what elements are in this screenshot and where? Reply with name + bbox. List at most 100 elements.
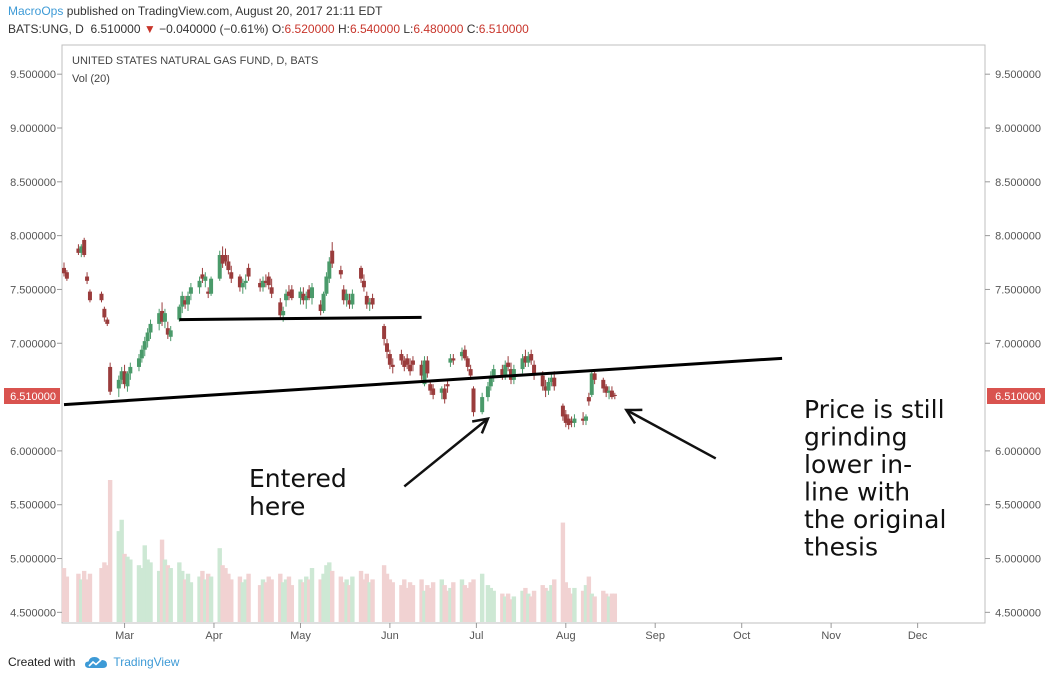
candle-body xyxy=(370,298,375,305)
volume-bar xyxy=(162,559,168,622)
candle-body xyxy=(462,349,467,359)
volume-bar xyxy=(266,576,271,622)
candle-body xyxy=(162,313,167,322)
volume-bar xyxy=(572,587,577,622)
candle-body xyxy=(549,377,554,383)
trendlines xyxy=(63,315,783,407)
y-tick-label-left: 7.500000 xyxy=(10,284,56,296)
candle-body xyxy=(209,278,214,294)
volume-bar xyxy=(589,593,594,622)
candle-body xyxy=(87,291,92,301)
candle-body xyxy=(318,304,323,311)
volume-bar xyxy=(361,579,367,622)
volume-bar xyxy=(381,565,387,622)
y-tick-label-left: 9.500000 xyxy=(10,69,56,81)
volume-bar xyxy=(321,573,326,622)
author-name[interactable]: MacroOps xyxy=(8,4,64,18)
candle-body xyxy=(399,354,404,361)
annotation-line: Price is still xyxy=(804,395,945,424)
volume-bar xyxy=(243,579,248,622)
annotation-line: line with xyxy=(804,478,910,507)
candle-body xyxy=(491,369,496,376)
volume-bar xyxy=(165,565,171,622)
arrow-shaft xyxy=(625,408,717,460)
volume-bar xyxy=(87,573,93,622)
volume-bar xyxy=(301,582,306,622)
volume-bar xyxy=(76,573,81,622)
volume-bar xyxy=(407,582,413,622)
candle-body xyxy=(310,287,315,299)
footer: Created with TradingView xyxy=(8,655,179,669)
candle-body xyxy=(523,356,528,363)
y-axis-right: 9.500000 9.000000 8.500000 8.000000 7.500000… xyxy=(985,69,1045,619)
candle-body xyxy=(532,364,537,376)
arrow-head xyxy=(624,408,643,425)
candle-body xyxy=(142,341,147,350)
volume-bar xyxy=(304,576,309,622)
high-value: 6.540000 xyxy=(349,22,401,36)
high-label: H: xyxy=(337,22,350,36)
annotation-line: Entered xyxy=(249,464,347,493)
candle-body xyxy=(480,397,485,413)
candle-body xyxy=(384,343,389,352)
trendline xyxy=(63,356,783,407)
candle-body xyxy=(108,366,113,392)
entered-annotation: Entered here xyxy=(249,464,347,521)
volume-bar xyxy=(528,596,534,622)
y-tick-label-left: 9.000000 xyxy=(10,123,56,135)
volume-bar xyxy=(298,579,303,622)
candle-body xyxy=(85,276,90,281)
volume-bar xyxy=(520,590,525,622)
volume-bar xyxy=(136,565,142,622)
candle-body xyxy=(105,319,110,324)
candle-body xyxy=(506,362,511,367)
volume-bar xyxy=(606,596,612,622)
volume-bar xyxy=(226,573,231,622)
volume-bar xyxy=(203,579,208,622)
candle-body xyxy=(382,326,387,339)
y-tick-label-right: 9.000000 xyxy=(995,123,1041,135)
volume-bar xyxy=(364,573,370,622)
candle-body xyxy=(566,418,571,426)
volume-bar xyxy=(142,545,147,622)
volume-bars xyxy=(61,480,618,622)
y-tick-label-right: 4.500000 xyxy=(995,607,1041,619)
volume-bar xyxy=(156,570,162,622)
volume-bar xyxy=(526,593,531,622)
volume-bar xyxy=(612,593,618,622)
volume-bar xyxy=(404,587,410,622)
volume-bar xyxy=(257,585,263,622)
volume-bar xyxy=(341,582,346,622)
x-tick-label: Nov xyxy=(821,630,841,642)
candle-body xyxy=(601,379,606,389)
candle-body xyxy=(428,384,433,391)
candle-body xyxy=(361,280,366,288)
candle-body xyxy=(442,388,447,400)
candle-body xyxy=(560,405,565,417)
x-tick-label: Sep xyxy=(645,630,665,642)
volume-bar xyxy=(563,582,568,622)
x-tick-label: Aug xyxy=(556,630,576,642)
volume-bar xyxy=(79,579,84,622)
candle-body xyxy=(540,375,545,387)
tradingview-brand[interactable]: TradingView xyxy=(113,655,180,669)
candle-body xyxy=(128,366,133,374)
candle-body xyxy=(206,291,211,294)
candle-body xyxy=(119,371,124,380)
volume-bar xyxy=(188,582,194,622)
candle-body xyxy=(223,255,228,262)
price-chart[interactable]: Entered here Price is still grinding lower i… xyxy=(0,0,1047,650)
volume-bar xyxy=(448,587,453,622)
volume-bar xyxy=(402,579,407,622)
volume-bar xyxy=(462,585,468,622)
volume-bar xyxy=(500,593,505,622)
annotation-line: here xyxy=(249,492,305,521)
candle-body xyxy=(301,293,306,301)
volume-bar xyxy=(601,590,606,622)
volume-bar xyxy=(367,582,372,622)
volume-bar xyxy=(64,576,70,622)
candle-body xyxy=(64,272,69,279)
candle-body xyxy=(387,354,392,365)
plot-frame xyxy=(61,44,986,624)
x-tick-label: Jun xyxy=(381,630,399,642)
